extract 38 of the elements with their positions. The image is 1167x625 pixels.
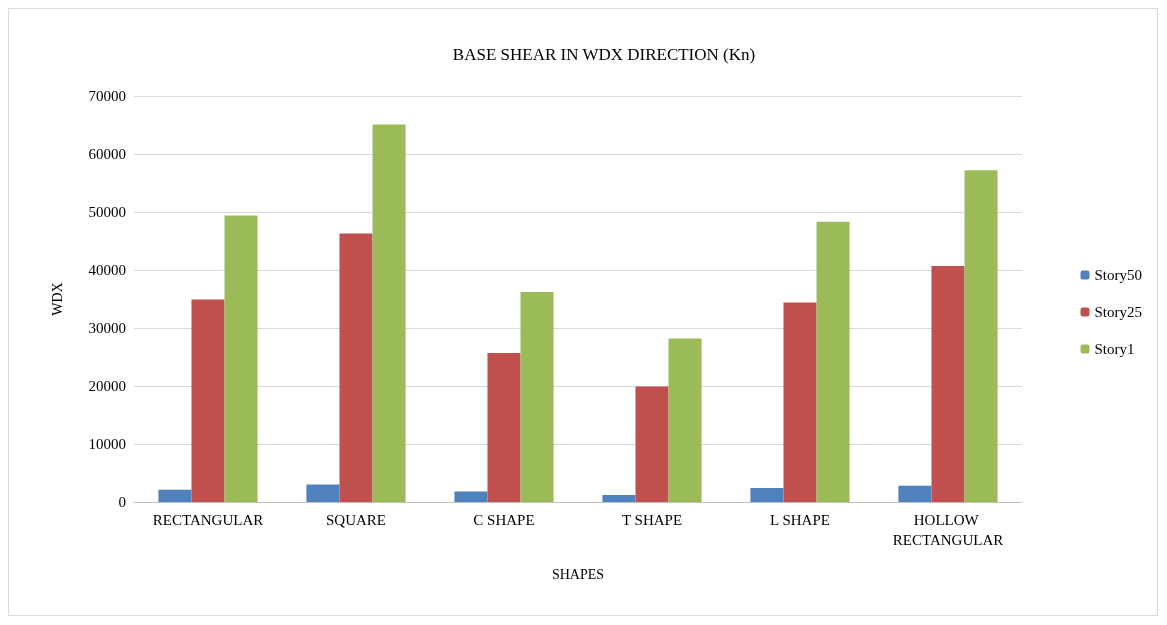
y-tick-label: 30000: [88, 320, 126, 336]
legend-label: Story50: [1094, 267, 1143, 283]
y-axis-title: WDX: [49, 282, 65, 316]
bar: [191, 299, 225, 502]
legend-label: Story25: [1094, 304, 1143, 320]
bar: [931, 265, 965, 502]
bar: [783, 302, 817, 502]
bar: [898, 485, 932, 502]
bar: [964, 170, 998, 502]
bar: [487, 352, 521, 502]
bar: [454, 491, 488, 502]
x-tick-label: RECTANGULAR: [152, 512, 264, 528]
y-tick-label: 70000: [88, 88, 126, 104]
bar: [520, 292, 554, 502]
bar: [339, 233, 373, 502]
bar: [602, 495, 636, 502]
bar: [372, 124, 406, 502]
y-tick-label: 60000: [88, 146, 126, 162]
y-tick-label: 50000: [88, 204, 126, 220]
bar: [750, 488, 784, 502]
y-tick-label: 10000: [88, 436, 126, 452]
bar: [224, 215, 258, 502]
bar: [158, 489, 192, 502]
x-tick-label: HOLLOW RECTANGULAR: [892, 512, 1004, 548]
bar: [816, 221, 850, 502]
chart-title: BASE SHEAR IN WDX DIRECTION (Kn): [452, 45, 756, 64]
x-tick-label: T SHAPE: [621, 512, 683, 528]
y-tick-label: 0: [118, 494, 126, 510]
x-tick-label: SQUARE: [325, 512, 387, 528]
bar: [635, 386, 669, 502]
y-tick-label: 20000: [88, 378, 126, 394]
bar: [668, 338, 702, 502]
y-tick-label: 40000: [88, 262, 126, 278]
legend-label: Story1: [1094, 341, 1135, 357]
x-tick-label: L SHAPE: [770, 512, 830, 528]
bar: [306, 484, 340, 502]
x-tick-label: C SHAPE: [473, 512, 535, 528]
x-axis-title: SHAPES: [551, 566, 605, 582]
